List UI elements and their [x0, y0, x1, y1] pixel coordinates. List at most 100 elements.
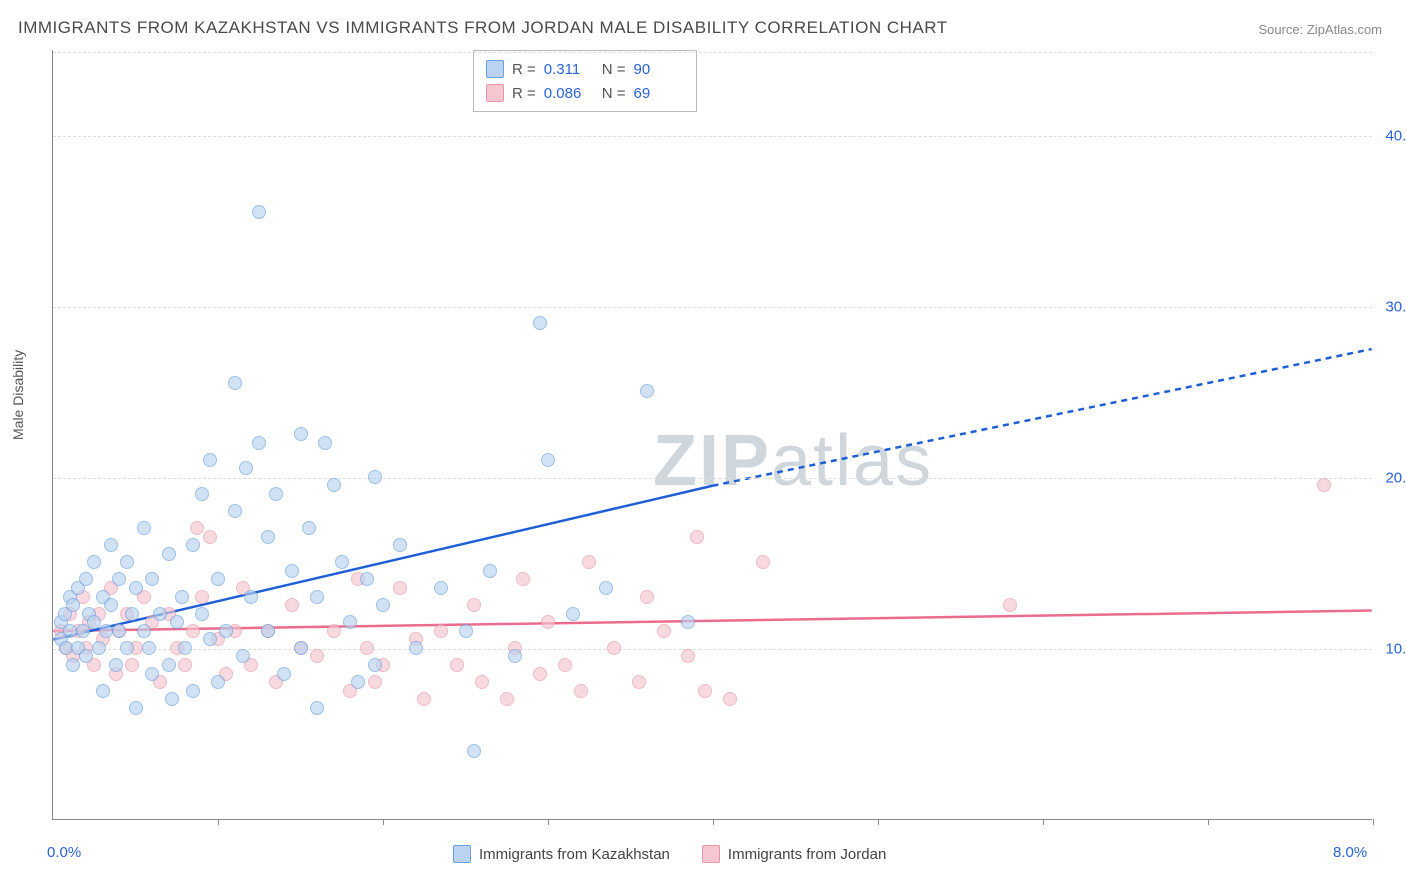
scatter-point	[162, 658, 176, 672]
scatter-point	[125, 658, 139, 672]
scatter-point	[376, 598, 390, 612]
scatter-point	[92, 641, 106, 655]
n-value: 69	[634, 85, 684, 102]
scatter-point	[327, 624, 341, 638]
scatter-point	[533, 667, 547, 681]
scatter-point	[417, 692, 431, 706]
scatter-point	[66, 598, 80, 612]
scatter-point	[640, 590, 654, 604]
y-tick-label: 10.0%	[1385, 640, 1406, 657]
legend-label: Immigrants from Kazakhstan	[479, 846, 670, 863]
scatter-point	[244, 590, 258, 604]
legend-item-jordan: Immigrants from Jordan	[702, 845, 886, 863]
chart-plot-area: ZIPatlas R = 0.311 N = 90 R = 0.086 N = …	[52, 50, 1372, 820]
scatter-point	[533, 316, 547, 330]
scatter-point	[125, 607, 139, 621]
trend-line	[53, 611, 1371, 632]
scatter-point	[162, 547, 176, 561]
scatter-point	[228, 376, 242, 390]
scatter-point	[335, 555, 349, 569]
scatter-point	[698, 684, 712, 698]
y-tick-label: 30.0%	[1385, 298, 1406, 315]
scatter-point	[516, 572, 530, 586]
x-tick-mark	[383, 819, 384, 825]
scatter-point	[195, 590, 209, 604]
scatter-point	[302, 521, 316, 535]
scatter-point	[327, 478, 341, 492]
scatter-point	[723, 692, 737, 706]
scatter-point	[120, 555, 134, 569]
scatter-point	[211, 675, 225, 689]
scatter-point	[294, 427, 308, 441]
scatter-point	[261, 624, 275, 638]
scatter-point	[277, 667, 291, 681]
scatter-point	[142, 641, 156, 655]
scatter-point	[310, 649, 324, 663]
scatter-point	[195, 487, 209, 501]
watermark-light: atlas	[771, 421, 933, 501]
scatter-point	[112, 624, 126, 638]
scatter-point	[500, 692, 514, 706]
bottom-legend: Immigrants from Kazakhstan Immigrants fr…	[453, 845, 886, 863]
scatter-point	[178, 658, 192, 672]
scatter-point	[360, 572, 374, 586]
scatter-point	[120, 641, 134, 655]
scatter-point	[186, 538, 200, 552]
scatter-point	[368, 470, 382, 484]
scatter-point	[310, 590, 324, 604]
scatter-point	[165, 692, 179, 706]
scatter-point	[409, 641, 423, 655]
chart-title: IMMIGRANTS FROM KAZAKHSTAN VS IMMIGRANTS…	[18, 18, 948, 38]
scatter-point	[252, 436, 266, 450]
swatch-pink	[702, 845, 720, 863]
legend-label: Immigrants from Jordan	[728, 846, 886, 863]
scatter-point	[467, 744, 481, 758]
scatter-point	[228, 504, 242, 518]
scatter-point	[63, 624, 77, 638]
x-tick-mark	[218, 819, 219, 825]
scatter-point	[175, 590, 189, 604]
scatter-point	[129, 701, 143, 715]
y-tick-label: 20.0%	[1385, 469, 1406, 486]
scatter-point	[145, 572, 159, 586]
trend-line	[713, 349, 1372, 486]
x-tick-mark	[713, 819, 714, 825]
scatter-point	[112, 572, 126, 586]
gridline-h	[53, 52, 1372, 53]
stats-row-jordan: R = 0.086 N = 69	[486, 81, 684, 105]
watermark-text: ZIPatlas	[653, 420, 933, 502]
scatter-point	[109, 658, 123, 672]
scatter-point	[1003, 598, 1017, 612]
scatter-point	[178, 641, 192, 655]
scatter-point	[681, 615, 695, 629]
scatter-point	[1317, 478, 1331, 492]
scatter-point	[574, 684, 588, 698]
x-tick-label: 8.0%	[1333, 844, 1367, 861]
scatter-point	[310, 701, 324, 715]
r-value: 0.086	[544, 85, 594, 102]
scatter-point	[434, 624, 448, 638]
scatter-point	[104, 598, 118, 612]
gridline-h	[53, 136, 1372, 137]
stats-legend-box: R = 0.311 N = 90 R = 0.086 N = 69	[473, 50, 697, 112]
scatter-point	[137, 624, 151, 638]
scatter-point	[467, 598, 481, 612]
n-label: N =	[602, 85, 626, 102]
scatter-point	[195, 607, 209, 621]
y-tick-label: 40.0%	[1385, 127, 1406, 144]
scatter-point	[186, 624, 200, 638]
scatter-point	[558, 658, 572, 672]
r-label: R =	[512, 85, 536, 102]
r-value: 0.311	[544, 61, 594, 78]
scatter-point	[393, 538, 407, 552]
legend-item-kazakhstan: Immigrants from Kazakhstan	[453, 845, 670, 863]
scatter-point	[137, 521, 151, 535]
scatter-point	[607, 641, 621, 655]
scatter-point	[632, 675, 646, 689]
scatter-point	[681, 649, 695, 663]
scatter-point	[351, 675, 365, 689]
scatter-point	[153, 607, 167, 621]
scatter-point	[541, 453, 555, 467]
r-label: R =	[512, 61, 536, 78]
scatter-point	[508, 649, 522, 663]
